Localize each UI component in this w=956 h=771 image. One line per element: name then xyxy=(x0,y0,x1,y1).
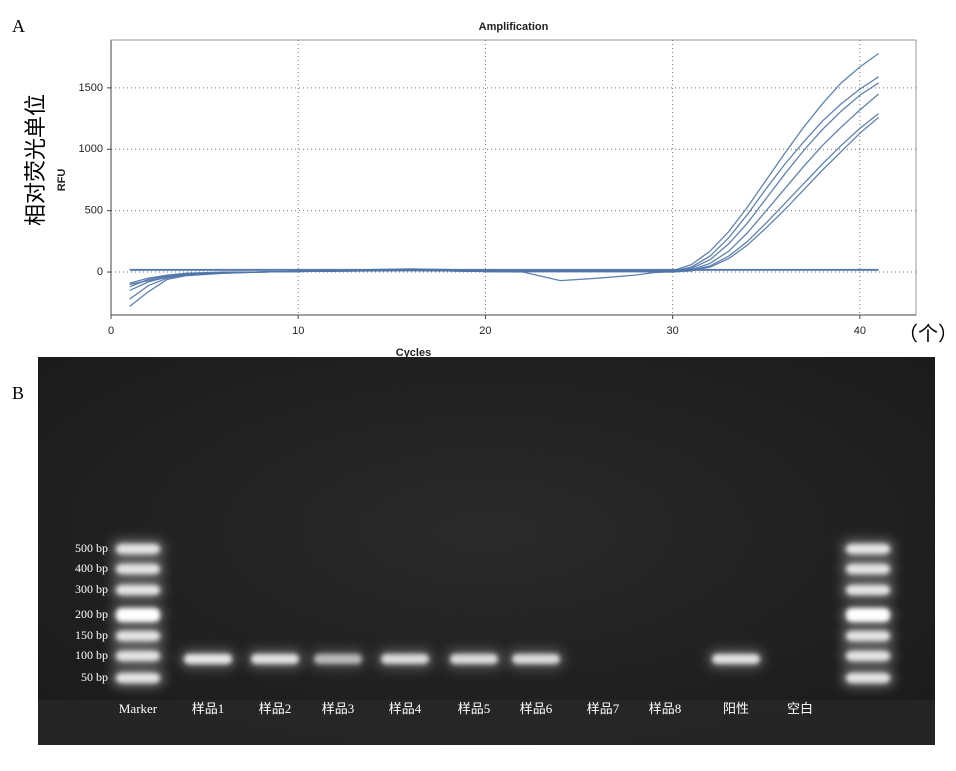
panel-label: B xyxy=(12,383,24,403)
x-axis-title: Cycles xyxy=(396,347,431,359)
lane-label: 阳性 xyxy=(723,701,749,716)
lane-label: 空白 xyxy=(787,701,813,716)
ladder-band xyxy=(846,585,890,595)
ladder-band xyxy=(116,631,160,641)
ladder-band xyxy=(116,608,160,622)
panel-label: A xyxy=(12,16,25,36)
sample-band xyxy=(512,654,560,664)
y-tick-label: 1000 xyxy=(79,143,103,155)
x-tick-label: 40 xyxy=(854,325,866,337)
marker-size-label: 100 bp xyxy=(75,648,108,662)
x-tick-label: 20 xyxy=(479,325,491,337)
x-tick-label: 0 xyxy=(108,325,114,337)
lane-label: 样品2 xyxy=(259,701,292,716)
ladder-band xyxy=(116,651,160,661)
y-axis-title: RFU xyxy=(56,169,68,192)
plot-area xyxy=(110,39,917,316)
amplification-curve xyxy=(129,116,879,284)
lane-label: 样品5 xyxy=(458,701,491,716)
sample-band xyxy=(184,654,232,664)
x-unit-cn: （个） xyxy=(898,323,956,346)
sample-band xyxy=(450,654,498,664)
ladder-band xyxy=(846,608,890,622)
ladder-band xyxy=(846,631,890,641)
ladder-band xyxy=(846,673,890,683)
sample-band xyxy=(381,654,429,664)
gel-image xyxy=(38,357,935,745)
sample-band xyxy=(251,654,299,664)
y-tick-label: 0 xyxy=(97,266,103,278)
chart-title: Amplification xyxy=(479,21,549,33)
ladder-band xyxy=(846,564,890,574)
gel-well-shadow xyxy=(38,700,935,745)
x-tick-label: 30 xyxy=(667,325,679,337)
marker-size-label: 50 bp xyxy=(81,670,108,684)
ladder-band xyxy=(846,544,890,554)
ladder-band xyxy=(846,651,890,661)
lane-label: 样品8 xyxy=(649,701,682,716)
ladder-band xyxy=(116,544,160,554)
y-tick-label: 1500 xyxy=(79,82,103,94)
ladder-band xyxy=(116,585,160,595)
ladder-band xyxy=(116,564,160,574)
marker-size-label: 200 bp xyxy=(75,607,108,621)
sample-band xyxy=(712,654,760,664)
lane-label: 样品7 xyxy=(587,701,620,716)
marker-size-label: 500 bp xyxy=(75,541,108,555)
lane-label: 样品3 xyxy=(322,701,355,716)
lane-label: 样品1 xyxy=(192,701,225,716)
marker-size-label: 150 bp xyxy=(75,628,108,642)
sample-band xyxy=(314,654,362,664)
marker-size-label: 300 bp xyxy=(75,582,108,596)
x-tick-label: 10 xyxy=(292,325,304,337)
lane-label: Marker xyxy=(119,701,158,716)
y-label-cn: 相对荧光单位 xyxy=(23,94,48,226)
marker-size-label: 400 bp xyxy=(75,561,108,575)
lane-label: 样品6 xyxy=(520,701,553,716)
lane-label: 样品4 xyxy=(389,701,422,716)
y-tick-label: 500 xyxy=(85,205,103,217)
ladder-band xyxy=(116,673,160,683)
